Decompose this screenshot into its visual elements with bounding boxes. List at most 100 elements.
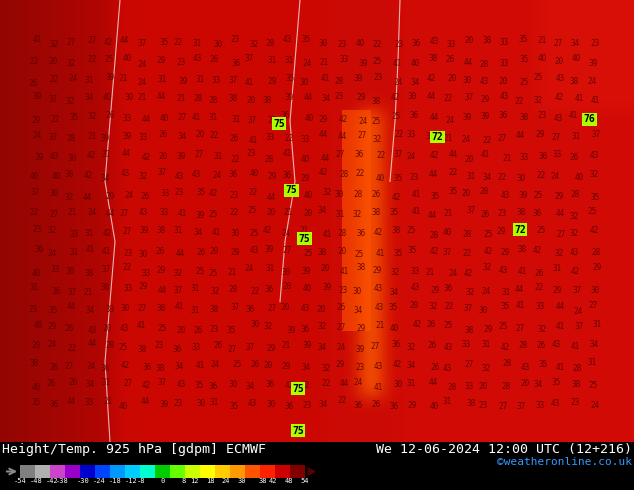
Bar — [260, 465, 275, 478]
Text: 30: 30 — [196, 399, 205, 408]
Text: 35: 35 — [389, 303, 398, 312]
Text: 23: 23 — [394, 40, 403, 49]
Text: 24: 24 — [124, 191, 133, 200]
Text: 28: 28 — [516, 227, 526, 236]
Text: 24: 24 — [303, 59, 312, 68]
Text: 27: 27 — [49, 210, 58, 219]
Text: 33: 33 — [160, 189, 169, 198]
Text: 33: 33 — [406, 130, 416, 140]
Text: 33: 33 — [536, 401, 545, 410]
Text: 21: 21 — [425, 268, 434, 277]
Text: -54: -54 — [13, 479, 27, 485]
Text: 40: 40 — [443, 228, 452, 237]
Text: 29: 29 — [157, 266, 166, 275]
Text: 36: 36 — [357, 229, 366, 238]
Text: 36: 36 — [209, 382, 217, 391]
Text: 25: 25 — [588, 381, 597, 390]
Text: 31: 31 — [191, 306, 200, 315]
Text: 20: 20 — [176, 326, 185, 335]
Text: 21: 21 — [375, 320, 385, 330]
Text: 36: 36 — [443, 284, 453, 293]
Text: 43: 43 — [569, 248, 578, 257]
Text: 32: 32 — [174, 269, 183, 278]
Text: 41: 41 — [571, 342, 580, 351]
Text: 32: 32 — [87, 112, 96, 121]
Text: 28: 28 — [283, 282, 292, 291]
Text: 39: 39 — [122, 131, 132, 141]
Text: 36: 36 — [266, 380, 275, 389]
Text: 37: 37 — [464, 93, 474, 102]
Text: 32: 32 — [373, 135, 382, 144]
Text: 20: 20 — [246, 96, 256, 105]
Text: 30: 30 — [237, 479, 246, 485]
Text: 23: 23 — [590, 39, 600, 48]
Text: 20: 20 — [520, 379, 529, 388]
Text: 29: 29 — [536, 130, 545, 139]
Text: 21: 21 — [443, 209, 453, 218]
Text: 31: 31 — [335, 210, 344, 219]
Text: 38: 38 — [65, 170, 74, 179]
Text: 27: 27 — [283, 246, 292, 255]
Text: 20: 20 — [321, 264, 330, 272]
Text: 25: 25 — [247, 206, 257, 215]
Text: 37: 37 — [587, 114, 596, 123]
Text: 39: 39 — [105, 73, 114, 82]
Text: 38: 38 — [157, 226, 165, 235]
Text: 39: 39 — [284, 93, 294, 102]
Text: 35: 35 — [194, 381, 204, 390]
Text: 38: 38 — [157, 304, 166, 313]
Text: 34: 34 — [245, 382, 254, 391]
Text: 31: 31 — [284, 56, 294, 66]
Text: 39: 39 — [195, 211, 205, 220]
Text: 38: 38 — [569, 77, 578, 86]
Text: 21: 21 — [502, 154, 512, 164]
Text: 37: 37 — [246, 343, 256, 351]
Text: 31: 31 — [102, 150, 111, 159]
Text: 41: 41 — [320, 74, 330, 83]
Text: 40: 40 — [119, 402, 128, 411]
Text: 29: 29 — [497, 227, 506, 236]
Text: 42: 42 — [104, 38, 113, 47]
Text: 32: 32 — [138, 172, 148, 180]
Text: 42: 42 — [391, 94, 400, 102]
Text: 25: 25 — [157, 324, 166, 333]
Text: 33: 33 — [410, 268, 420, 276]
Text: 31: 31 — [501, 288, 511, 297]
Text: 35: 35 — [302, 35, 311, 45]
Text: 32: 32 — [538, 325, 547, 334]
Text: We 12-06-2024 12:00 UTC (12+216): We 12-06-2024 12:00 UTC (12+216) — [376, 443, 632, 456]
Text: 42: 42 — [429, 247, 439, 256]
Text: 41: 41 — [282, 149, 292, 158]
Text: 44: 44 — [555, 209, 565, 218]
Text: 29: 29 — [230, 247, 240, 257]
Text: 32: 32 — [321, 364, 331, 372]
Text: 30: 30 — [590, 286, 600, 295]
Text: 30: 30 — [250, 320, 259, 329]
Text: 29: 29 — [266, 343, 276, 353]
Text: 44: 44 — [141, 397, 150, 406]
Text: 38: 38 — [209, 305, 218, 314]
Text: 26: 26 — [446, 54, 455, 64]
Text: 20: 20 — [554, 57, 563, 66]
Text: 26: 26 — [481, 210, 489, 220]
Text: 43: 43 — [87, 326, 97, 335]
Text: 42: 42 — [554, 93, 564, 102]
Text: 26: 26 — [534, 269, 544, 278]
Text: 38: 38 — [156, 364, 165, 373]
Text: 28: 28 — [479, 187, 489, 196]
Text: 33: 33 — [50, 265, 60, 274]
Text: 0: 0 — [160, 479, 165, 485]
Text: 30: 30 — [407, 92, 417, 101]
Text: 23: 23 — [571, 398, 579, 407]
Text: 44: 44 — [516, 131, 525, 140]
Text: 29: 29 — [592, 263, 601, 272]
Text: 25: 25 — [355, 250, 364, 259]
Text: 32: 32 — [590, 171, 599, 179]
Text: 40: 40 — [356, 39, 365, 48]
Bar — [200, 465, 215, 478]
Text: 25: 25 — [209, 269, 218, 278]
Text: 38: 38 — [466, 399, 476, 408]
Text: 40: 40 — [30, 172, 39, 181]
Text: 23: 23 — [123, 249, 133, 258]
Text: 41: 41 — [374, 383, 384, 392]
